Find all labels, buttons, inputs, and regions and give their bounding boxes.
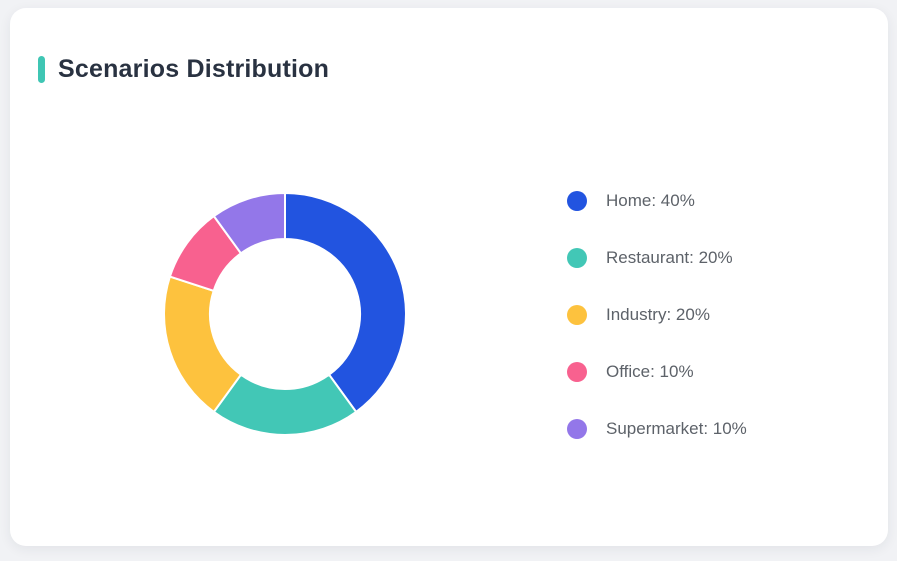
donut-chart bbox=[163, 191, 407, 436]
legend-item[interactable]: Industry: 20% bbox=[567, 305, 747, 325]
legend-color-dot bbox=[567, 248, 587, 268]
donut-slice-supermarket[interactable] bbox=[212, 191, 286, 255]
page-title: Scenarios Distribution bbox=[58, 55, 330, 83]
legend-label: Supermarket: 10% bbox=[606, 419, 747, 438]
legend-item[interactable]: Home: 40% bbox=[567, 191, 747, 211]
legend-label: Office: 10% bbox=[606, 362, 694, 381]
donut-slice-home[interactable] bbox=[284, 191, 407, 414]
title-accent-bar bbox=[38, 56, 45, 83]
legend-color-dot bbox=[567, 305, 587, 325]
legend-color-dot bbox=[567, 419, 587, 439]
legend-label: Industry: 20% bbox=[606, 305, 710, 324]
legend-item[interactable]: Supermarket: 10% bbox=[567, 419, 747, 439]
donut-slice-industry[interactable] bbox=[163, 275, 243, 414]
legend-item[interactable]: Restaurant: 20% bbox=[567, 248, 747, 268]
legend-item[interactable]: Office: 10% bbox=[567, 362, 747, 382]
legend-label: Restaurant: 20% bbox=[606, 248, 733, 267]
legend-color-dot bbox=[567, 191, 587, 211]
legend-label: Home: 40% bbox=[606, 191, 695, 210]
legend-color-dot bbox=[567, 362, 587, 382]
chart-legend: Home: 40% Restaurant: 20% Industry: 20% … bbox=[567, 191, 747, 439]
card-header: Scenarios Distribution bbox=[38, 55, 329, 84]
scenarios-distribution-card: Scenarios Distribution Home: 40% Restaur… bbox=[10, 8, 888, 546]
